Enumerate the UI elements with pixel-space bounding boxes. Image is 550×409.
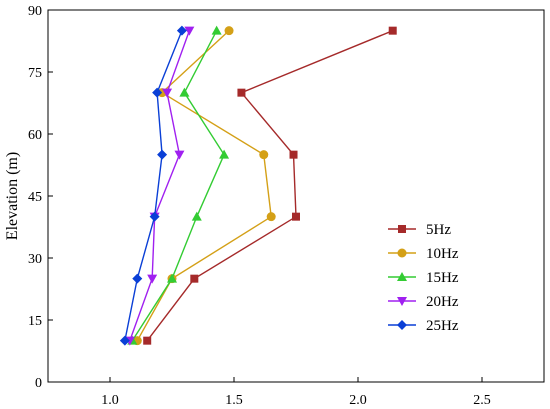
legend-item: 15Hz: [388, 270, 459, 286]
axes: 0 15 30 45 60 75 90 1.0 1.5 2.0 2.5: [28, 4, 491, 408]
legend-label: 25Hz: [426, 318, 459, 334]
data-point: [237, 88, 246, 97]
y-tick-label: 90: [28, 4, 42, 19]
data-point: [292, 212, 300, 221]
series-line: [136, 30, 272, 342]
data-point: [119, 335, 130, 346]
legend-label: 10Hz: [426, 246, 459, 262]
x-tick-label: 2.0: [349, 393, 367, 408]
y-tick-label: 15: [28, 314, 42, 329]
data-point: [266, 212, 276, 222]
y-tick-label: 30: [28, 252, 42, 267]
data-point: [162, 88, 173, 98]
data-point: [259, 150, 269, 160]
series-line: [131, 30, 225, 342]
series-line: [129, 30, 191, 341]
series-15hz: [127, 25, 230, 345]
series-25hz: [119, 25, 187, 346]
legend-marker: [397, 297, 407, 306]
legend-item: 10Hz: [388, 246, 459, 262]
series-5hz: [143, 26, 397, 345]
data-point: [132, 273, 143, 284]
series-10hz: [132, 26, 276, 346]
legend-item: 25Hz: [388, 318, 459, 334]
legend-marker: [398, 225, 406, 233]
legend-marker: [397, 320, 407, 330]
data-point: [152, 87, 163, 98]
legend-label: 15Hz: [426, 270, 459, 286]
legend-label: 5Hz: [426, 222, 451, 238]
data-point: [190, 274, 199, 283]
plot-frame: [47, 9, 545, 383]
series-line: [146, 30, 393, 342]
series-20hz: [124, 26, 195, 346]
series-layer: [119, 25, 397, 346]
data-point: [224, 26, 234, 36]
data-point: [157, 149, 168, 160]
data-point: [147, 274, 158, 284]
legend-item: 20Hz: [388, 294, 459, 310]
y-axis-title: Elevation (m): [4, 152, 21, 240]
y-tick-label: 60: [28, 128, 42, 143]
data-point: [174, 150, 185, 160]
data-point: [179, 87, 190, 97]
data-point: [149, 211, 160, 222]
x-tick-label: 1.5: [225, 393, 243, 408]
data-point: [176, 25, 187, 36]
data-point: [289, 150, 298, 159]
data-point: [388, 26, 397, 35]
y-tick-label: 0: [35, 376, 42, 391]
y-tick-label: 75: [28, 66, 42, 81]
series-line: [124, 30, 183, 341]
legend: 5Hz 10Hz 15Hz 20Hz 25Hz: [388, 222, 459, 334]
legend-label: 20Hz: [426, 294, 459, 310]
legend-marker: [397, 248, 407, 258]
y-tick-label: 45: [28, 190, 42, 205]
data-point: [211, 25, 222, 35]
data-point: [184, 26, 195, 36]
legend-marker: [397, 272, 407, 281]
legend-item: 5Hz: [388, 222, 451, 238]
data-point: [143, 336, 152, 345]
x-tick-label: 1.0: [101, 393, 119, 408]
data-point: [219, 149, 230, 159]
x-tick-label: 2.5: [473, 393, 491, 408]
data-point: [191, 211, 202, 221]
data-point: [167, 273, 177, 283]
